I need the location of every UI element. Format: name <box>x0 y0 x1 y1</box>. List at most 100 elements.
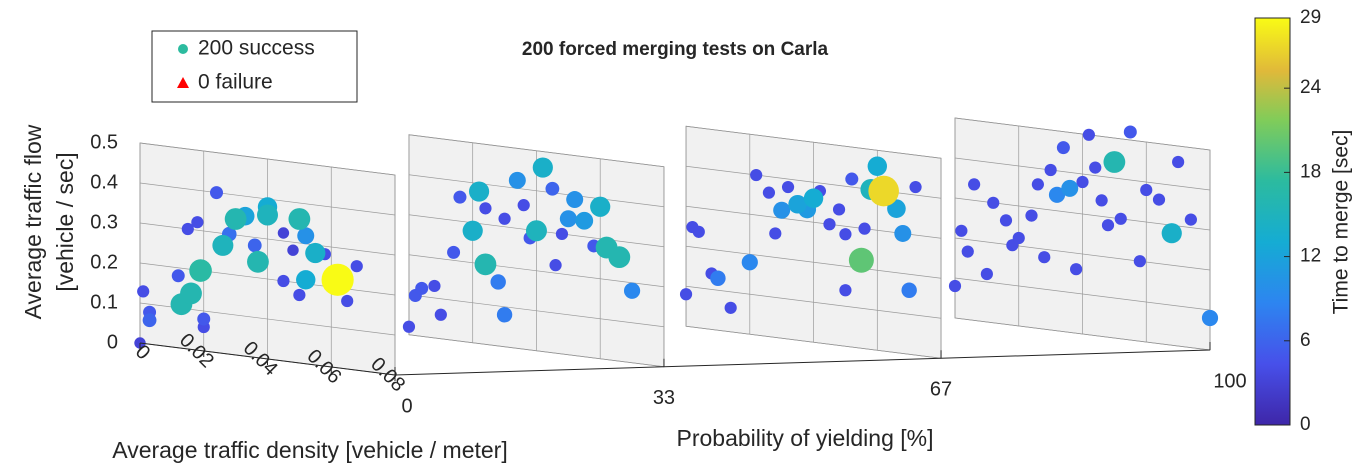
data-point <box>555 227 569 241</box>
x-axis-label: Average traffic density [vehicle / meter… <box>112 437 507 463</box>
data-point <box>741 254 758 271</box>
panels <box>139 117 1211 376</box>
data-point <box>212 234 234 256</box>
data-point <box>823 218 836 231</box>
data-point <box>955 224 968 237</box>
data-point <box>773 201 791 219</box>
data-point <box>189 259 212 282</box>
data-point <box>1044 163 1057 177</box>
data-point <box>287 244 299 256</box>
data-point <box>137 285 150 298</box>
data-point <box>350 260 363 273</box>
data-point <box>980 267 993 281</box>
data-point <box>296 270 316 290</box>
data-point <box>1103 151 1126 173</box>
data-point <box>498 212 511 225</box>
legend-label: 0 failure <box>198 71 273 94</box>
legend-marker <box>177 77 189 88</box>
data-point <box>210 186 223 200</box>
z-axis-label: Probability of yielding [%] <box>677 425 934 451</box>
data-point <box>247 238 262 253</box>
data-point <box>496 307 513 323</box>
chart-title: 200 forced merging tests on Carla <box>522 39 829 60</box>
data-point <box>1095 194 1108 207</box>
data-point <box>479 202 492 215</box>
legend-label: 200 success <box>198 37 315 60</box>
data-point <box>769 227 782 240</box>
data-point <box>1025 209 1038 222</box>
data-point <box>468 181 490 202</box>
y-axis-label: Average traffic flow <box>20 124 46 319</box>
data-point <box>948 279 962 293</box>
colorbar-tick-label: 0 <box>1300 414 1311 435</box>
data-point <box>277 274 290 288</box>
data-point <box>1123 125 1137 139</box>
data-point <box>474 253 497 276</box>
data-point <box>402 320 416 333</box>
data-point <box>428 279 441 293</box>
data-point <box>608 246 631 269</box>
data-point <box>142 313 157 328</box>
data-point <box>549 259 562 272</box>
z-tick-label: 33 <box>653 387 675 409</box>
data-point <box>462 220 483 241</box>
data-point <box>1161 223 1182 244</box>
z-tick-label: 0 <box>401 395 412 417</box>
colorbar-tick-label: 12 <box>1300 246 1321 267</box>
data-point <box>181 222 194 236</box>
data-point <box>1133 255 1146 268</box>
legend <box>151 30 358 103</box>
data-point <box>968 178 981 191</box>
data-point <box>1101 219 1115 232</box>
data-point <box>679 288 693 301</box>
data-point <box>623 282 641 299</box>
data-point <box>1076 175 1089 189</box>
data-point <box>171 269 185 283</box>
data-point <box>321 263 354 296</box>
y-tick-label: 0.4 <box>90 171 118 193</box>
data-point <box>197 312 211 326</box>
data-point <box>901 282 917 298</box>
data-point <box>692 225 705 238</box>
data-point <box>224 208 247 230</box>
data-point <box>1172 155 1185 169</box>
data-point <box>1048 186 1066 203</box>
data-point <box>1061 179 1079 197</box>
data-point <box>781 180 795 194</box>
data-point <box>1038 251 1051 264</box>
z-axis <box>394 349 1211 376</box>
data-point <box>545 181 560 196</box>
data-point <box>293 288 306 302</box>
data-point <box>525 220 547 242</box>
colorbar-tick-label: 24 <box>1300 77 1322 98</box>
data-point <box>1152 193 1166 206</box>
data-point <box>710 270 726 286</box>
data-point <box>415 281 429 295</box>
data-point <box>999 214 1013 227</box>
x-tick-label: 0 <box>131 341 154 364</box>
data-point <box>257 204 278 226</box>
data-point <box>1070 263 1083 276</box>
y-tick-label: 0.5 <box>90 131 118 153</box>
data-point <box>1201 309 1219 327</box>
data-point <box>1056 141 1070 155</box>
data-point <box>961 245 974 258</box>
data-point <box>590 196 611 217</box>
data-point <box>453 190 467 204</box>
data-point <box>532 157 553 178</box>
colorbar-tick-label: 6 <box>1300 330 1311 351</box>
data-point <box>858 222 871 235</box>
colorbar-tick-label: 29 <box>1300 7 1321 28</box>
data-point <box>434 308 447 321</box>
data-point <box>341 294 354 308</box>
data-point <box>277 227 290 239</box>
legend-marker <box>178 44 188 54</box>
data-point <box>490 274 506 290</box>
data-point <box>575 211 594 230</box>
data-point <box>297 227 315 245</box>
data-point <box>839 284 852 297</box>
colorbar-label: Time to merge [sec] <box>1330 130 1353 315</box>
data-point <box>1031 178 1044 191</box>
z-tick-label: 100 <box>1213 370 1246 392</box>
